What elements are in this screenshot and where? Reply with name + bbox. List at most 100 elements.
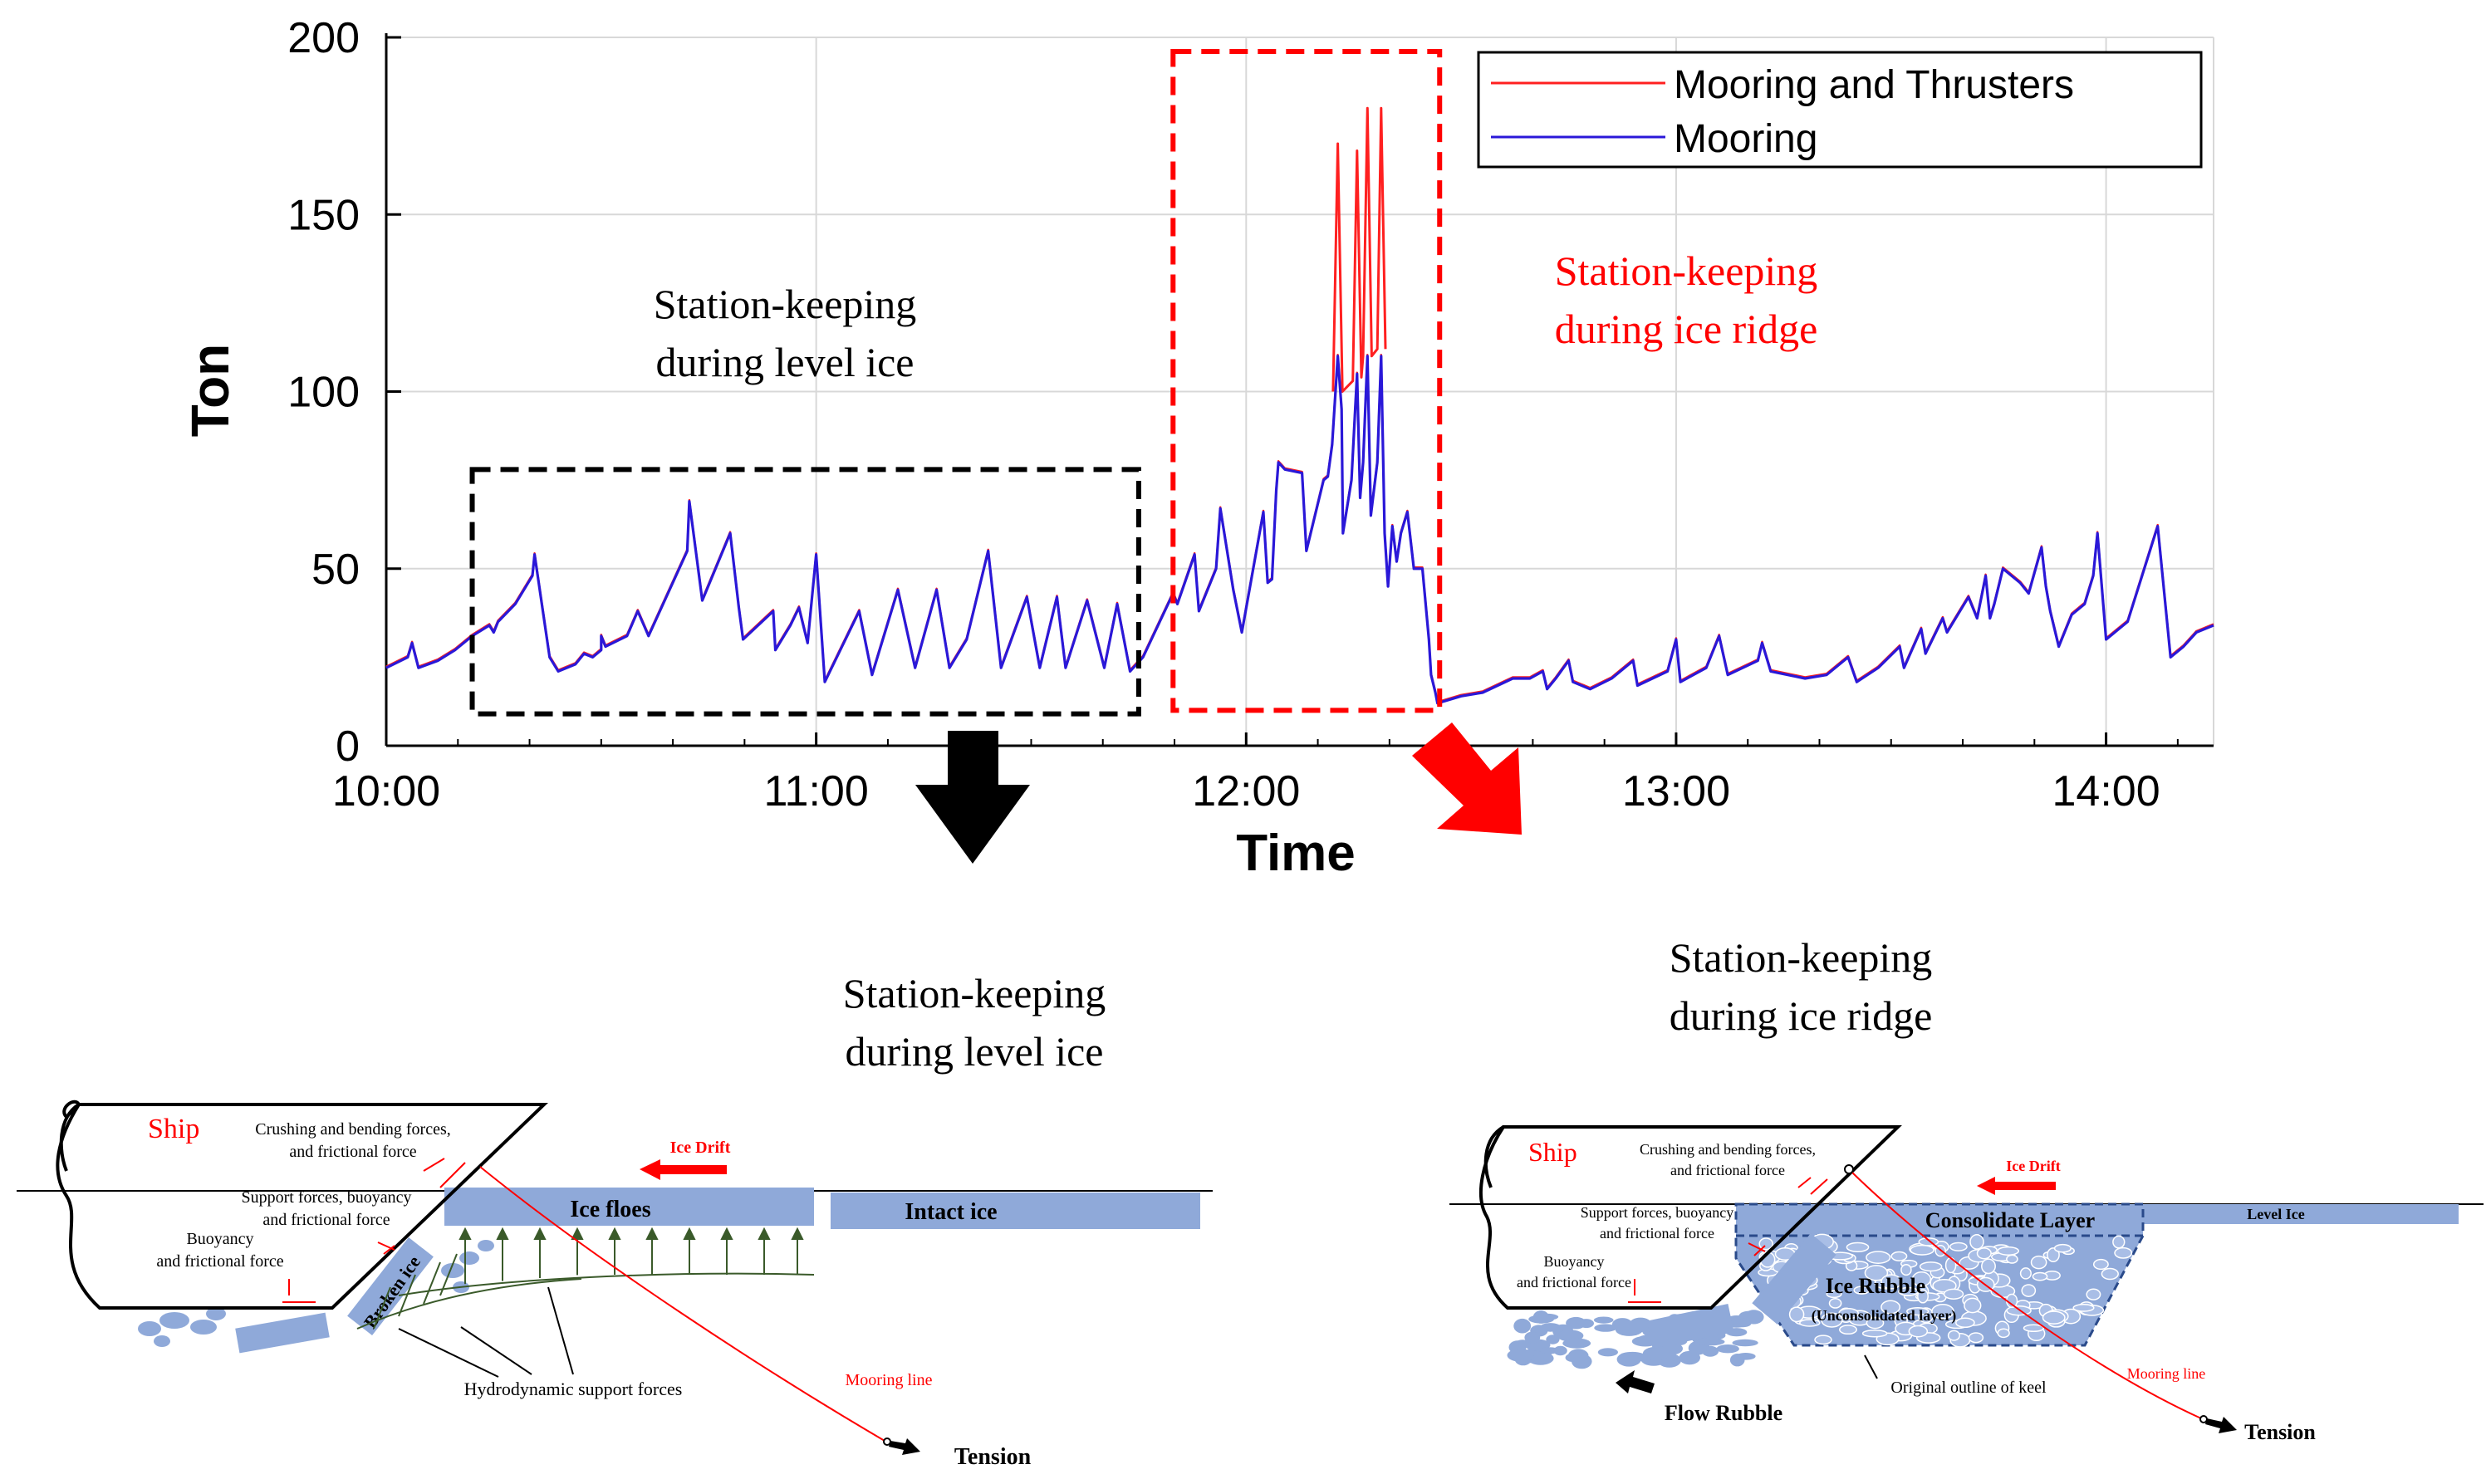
rubble-piece <box>1866 1316 1885 1330</box>
flow-rubble-piece <box>1540 1347 1559 1354</box>
rubble-piece <box>1898 1286 1920 1296</box>
rubble-piece <box>2114 1246 2133 1259</box>
rubble-piece <box>1910 1244 1934 1256</box>
mooring-line-label-ridge: Mooring line <box>2127 1365 2206 1382</box>
ridge-crushing-line1: Crushing and bending forces, <box>1640 1141 1816 1158</box>
ice-floes-label: Ice floes <box>570 1197 650 1222</box>
crushing-label-line1: Crushing and bending forces, <box>255 1120 451 1139</box>
ridge-buoyancy-line1: Buoyancy <box>1544 1253 1605 1270</box>
hydro-arrow-head <box>496 1227 509 1240</box>
rubble-piece <box>1906 1306 1930 1316</box>
flow-rubble-arrow <box>1616 1370 1655 1393</box>
force-arrows-level <box>282 1158 466 1303</box>
hydro-arrow-shaft <box>398 1274 416 1317</box>
tension-chart: 0 50 100 150 200 10:00 11:00 12:00 13:00 14:00 To… <box>180 14 2214 882</box>
y-tick-label-0: 0 <box>336 722 360 771</box>
flow-rubble-piece <box>1553 1345 1567 1356</box>
y-tick-label-2: 100 <box>287 369 360 417</box>
rubble-piece <box>1955 1317 1975 1329</box>
flow-rubble-piece <box>1732 1339 1758 1347</box>
x-tick-label-0: 10:00 <box>332 767 440 815</box>
diagram-ice-ridge: Station-keeping during ice ridge Level I… <box>1449 934 2484 1444</box>
rubble-piece <box>2019 1267 2032 1280</box>
rubble-piece <box>1828 1298 1842 1309</box>
level-ice-label: Level Ice <box>2247 1206 2304 1222</box>
tension-label-level: Tension <box>954 1444 1032 1470</box>
ice-floes-block <box>444 1188 814 1226</box>
rubble-piece <box>1788 1306 1805 1323</box>
rubble-piece <box>1864 1265 1889 1281</box>
support-label-line2: and frictional force <box>262 1211 390 1229</box>
flow-rubble-piece <box>1528 1315 1554 1324</box>
flow-rubble-piece <box>1729 1354 1745 1367</box>
diagram-level-ice: Station-keeping during level ice Ice flo… <box>17 970 1213 1470</box>
rubble-piece <box>1881 1274 1902 1290</box>
rubble-piece <box>1947 1330 1960 1341</box>
rubble-piece <box>1976 1247 1992 1260</box>
ice-drift-label-level: Ice Drift <box>670 1139 731 1157</box>
flow-rubble-piece <box>1629 1317 1652 1333</box>
ice-drift-arrow-ridge <box>1977 1177 2056 1195</box>
mooring-line-level <box>479 1166 885 1442</box>
intact-ice-block <box>831 1193 1200 1229</box>
annotation-ridge-line2: during ice ridge <box>1555 306 1818 352</box>
rubble-piece <box>1846 1242 1870 1253</box>
rubble-piece <box>1964 1297 1982 1314</box>
flow-rubble-piece <box>1546 1335 1560 1344</box>
rubble-piece <box>2047 1247 2060 1263</box>
rubble-piece <box>2023 1324 2045 1333</box>
series-line-0 <box>1331 106 1387 393</box>
rubble-piece <box>2006 1254 2018 1264</box>
hydro-arrow-head <box>458 1227 472 1240</box>
highlight-box-ridge <box>1170 49 1443 713</box>
ice-drift-label-ridge: Ice Drift <box>2006 1158 2060 1174</box>
ridge-support-line2: and frictional force <box>1600 1225 1714 1242</box>
rubble-piece <box>2092 1258 2109 1271</box>
flow-rubble-piece <box>1697 1338 1725 1346</box>
legend: Mooring and Thrusters Mooring <box>1477 51 2203 169</box>
rubble-piece <box>1838 1307 1860 1320</box>
rubble-piece <box>2101 1267 2119 1281</box>
rubble-piece <box>2086 1288 2101 1300</box>
y-tick-label-1: 50 <box>311 546 360 594</box>
tension-arrow-level <box>889 1438 920 1455</box>
mooring-line-top-ridge <box>1844 1164 1854 1174</box>
flow-rubble-piece <box>1507 1349 1534 1362</box>
rubble-piece <box>1881 1300 1901 1315</box>
hydro-arrow-shaft <box>423 1261 441 1305</box>
rubble-piece <box>1968 1332 1984 1344</box>
rubble-piece <box>1799 1319 1821 1327</box>
level-ice-block <box>2143 1204 2459 1224</box>
consolidate-layer-label: Consolidate Layer <box>1925 1208 2095 1232</box>
x-tick-label-2: 12:00 <box>1192 767 1300 815</box>
flow-rubble-piece <box>1540 1323 1562 1332</box>
rubble-piece <box>1911 1271 1932 1287</box>
ship-label-level: Ship <box>148 1114 199 1144</box>
flow-rubble-piece <box>1513 1318 1532 1334</box>
legend-label-mooring: Mooring <box>1674 117 1817 161</box>
rubble-piece <box>1853 1286 1871 1295</box>
ship-bow-curve-level <box>59 1103 81 1172</box>
rubble-piece <box>1969 1233 1984 1250</box>
ridge-chunk-1 <box>1752 1233 1836 1325</box>
highlight-boxes <box>469 49 1443 717</box>
ship-bow-curve-ridge <box>1483 1125 1505 1188</box>
flow-rubble-piece <box>1566 1316 1586 1330</box>
rubble-piece <box>1900 1264 1912 1276</box>
unconsolidated-label: (Unconsolidated layer) <box>1812 1307 1957 1325</box>
tension-label-ridge: Tension <box>2244 1420 2316 1444</box>
rubble-piece <box>1890 1251 1908 1261</box>
rubble-piece <box>1997 1328 2010 1339</box>
hydro-arrow-head <box>571 1227 584 1240</box>
legend-label-mooring-thrusters: Mooring and Thrusters <box>1674 63 2074 107</box>
x-axis-label: Time <box>1236 825 1356 882</box>
rubble-piece <box>1908 1325 1929 1338</box>
rubble-piece <box>1814 1335 1832 1345</box>
hydrodynamic-arrow-shafts <box>373 1227 804 1330</box>
rubble-piece <box>1931 1303 1954 1320</box>
rubble-piece <box>1981 1258 1996 1275</box>
hydro-arrow-shaft <box>439 1253 458 1296</box>
rubble-piece <box>1997 1246 2020 1256</box>
diagram-level-title-line1: Station-keeping <box>843 970 1106 1016</box>
